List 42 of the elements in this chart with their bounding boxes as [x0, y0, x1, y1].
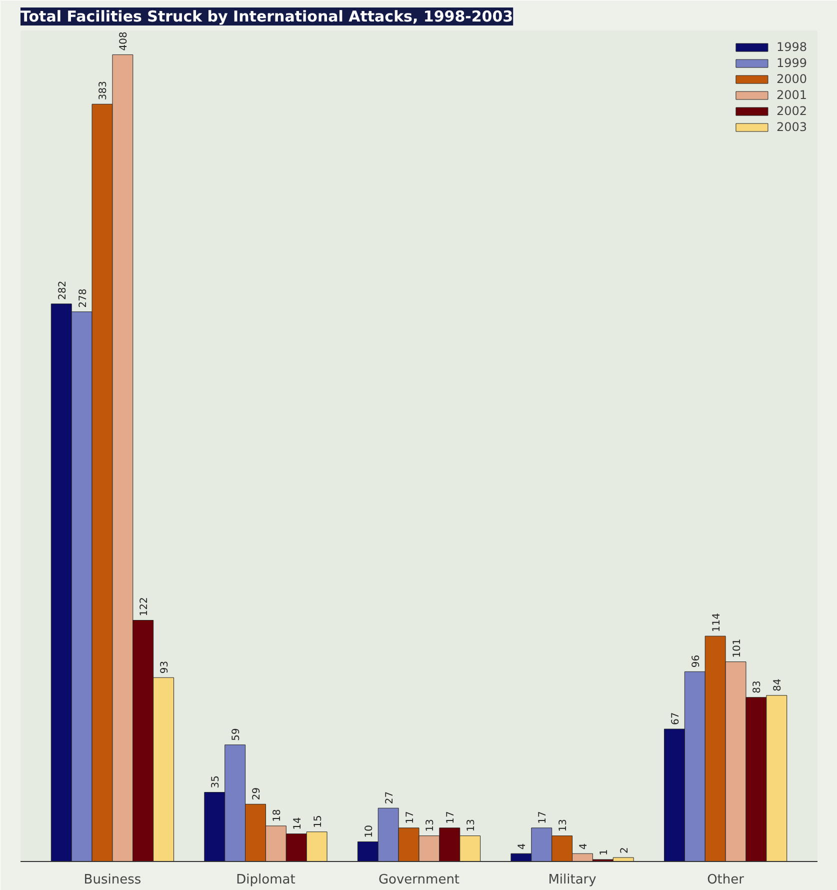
data-label: 17	[538, 811, 549, 824]
data-label: 383	[98, 81, 110, 100]
legend-label: 2003	[776, 120, 807, 134]
data-label: 114	[711, 612, 722, 632]
data-label: 83	[752, 680, 764, 694]
data-label: 93	[160, 660, 171, 674]
data-label: 13	[425, 819, 436, 832]
chart-title: Total Facilities Struck by International Attacks, 1998-2003	[20, 8, 514, 26]
data-label: 278	[78, 288, 89, 308]
data-label: 408	[118, 32, 130, 51]
legend-label: 1999	[776, 56, 807, 70]
legend-label: 2000	[776, 72, 807, 86]
data-label: 15	[312, 815, 324, 828]
data-label: 59	[231, 728, 242, 741]
legend-label: 2002	[776, 104, 807, 118]
legend-label: 2001	[776, 88, 807, 102]
data-label: 2	[619, 847, 630, 854]
data-label: 4	[517, 843, 528, 850]
data-label: 13	[558, 819, 570, 832]
data-label: 14	[292, 817, 304, 830]
data-label: 96	[690, 654, 702, 668]
x-tick-label: Other	[707, 872, 745, 888]
data-label: 101	[732, 638, 743, 658]
data-label: 35	[210, 776, 222, 788]
data-label: 17	[446, 811, 457, 824]
legend-label: 1998	[776, 40, 807, 54]
data-label: 18	[272, 809, 283, 822]
x-tick-label: Diplomat	[236, 872, 296, 888]
data-label: 282	[57, 280, 68, 300]
data-label: 122	[139, 597, 150, 616]
data-label: 13	[466, 819, 478, 832]
x-tick-label: Military	[548, 872, 597, 888]
data-label: 1	[598, 849, 610, 856]
x-tick-label: Government	[378, 872, 460, 888]
data-label: 27	[384, 791, 396, 804]
x-tick-label: Business	[84, 872, 142, 888]
data-label: 4	[578, 843, 590, 850]
data-label: 29	[252, 787, 263, 800]
data-label: 67	[670, 712, 682, 726]
data-label: 10	[364, 824, 375, 838]
data-label: 17	[404, 811, 416, 824]
data-label: 84	[772, 678, 784, 692]
